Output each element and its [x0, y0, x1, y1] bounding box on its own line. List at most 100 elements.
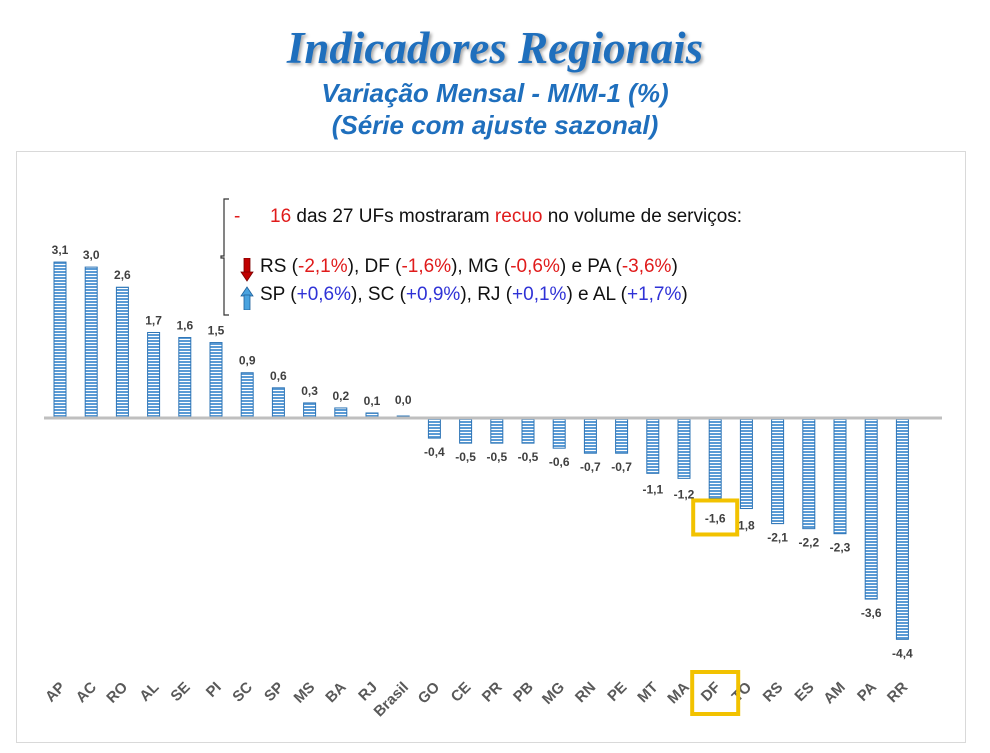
- value-label-df: -1,6: [705, 511, 726, 525]
- value-label-rn: -0,7: [580, 460, 601, 474]
- value-label-ms: 0,3: [301, 384, 318, 398]
- category-label-es: ES: [791, 679, 817, 705]
- bar-es: [802, 417, 816, 530]
- up-line-segment: +1,7%: [626, 284, 682, 305]
- up-line-segment: +0,6%: [296, 284, 352, 305]
- bar-sc: [240, 372, 254, 419]
- value-label-ro: 2,6: [114, 268, 131, 282]
- down-line: RS (-2,1%), DF (-1,6%), MG (-0,6%) e PA …: [240, 256, 678, 282]
- category-label-sp: SP: [261, 679, 287, 705]
- category-label-to: TO: [729, 679, 756, 706]
- value-label-mg: -0,6: [549, 455, 570, 469]
- down-line-segment: ), MG (: [451, 256, 511, 277]
- bar-ac: [84, 266, 98, 419]
- category-label-pa: PA: [854, 679, 880, 705]
- down-line-segment: RS (: [260, 256, 298, 277]
- bar-pa: [864, 417, 878, 600]
- category-label-pi: PI: [203, 679, 225, 701]
- category-label-go: GO: [415, 679, 444, 708]
- value-label-pa: -3,6: [861, 606, 882, 620]
- category-label-sc: SC: [229, 679, 256, 706]
- category-label-brasil: Brasil: [371, 679, 413, 721]
- value-label-sp: 0,6: [270, 369, 287, 383]
- up-line: SP (+0,6%), SC (+0,9%), RJ (+0,1%) e AL …: [240, 284, 688, 310]
- value-label-brasil: 0,0: [395, 393, 412, 407]
- page-title: Indicadores Regionais: [286, 23, 704, 73]
- bar-pe: [615, 417, 629, 454]
- value-label-ce: -0,5: [455, 450, 476, 464]
- highlight-category-box: [690, 670, 741, 716]
- count-value: 16: [270, 206, 292, 227]
- value-label-rj: 0,1: [364, 394, 381, 408]
- down-line-segment: -0,6%: [510, 256, 560, 277]
- bar-go: [427, 417, 441, 439]
- bar-pr: [490, 417, 504, 444]
- brace-icon: [220, 198, 229, 316]
- bar-se: [178, 337, 192, 419]
- category-label-df: DF: [698, 679, 724, 705]
- category-label-mt: MT: [634, 679, 661, 706]
- chart-subtitle: Variação Mensal - M/M-1 (%): [321, 78, 669, 108]
- category-label-se: SE: [167, 679, 193, 705]
- arrow-up-icon: [240, 286, 254, 310]
- category-label-ce: CE: [448, 679, 475, 706]
- bar-ap: [53, 261, 67, 419]
- bar-mt: [646, 417, 660, 474]
- value-label-ap: 3,1: [52, 243, 69, 257]
- bullet-dash: -: [234, 206, 241, 227]
- bar-pi: [209, 342, 223, 419]
- value-label-ac: 3,0: [83, 248, 100, 262]
- value-label-al: 1,7: [145, 313, 162, 327]
- value-label-es: -2,2: [798, 536, 819, 550]
- category-label-ac: AC: [73, 679, 100, 706]
- category-label-rn: RN: [572, 679, 599, 706]
- value-label-rr: -4,4: [892, 646, 913, 660]
- up-line-segment: SP (: [260, 284, 297, 305]
- bar-rs: [771, 417, 785, 525]
- up-line-segment: ), SC (: [351, 284, 406, 305]
- bar-pb: [521, 417, 535, 444]
- recuo-word: recuo: [494, 206, 543, 227]
- category-label-am: AM: [820, 679, 849, 708]
- bar-ce: [459, 417, 473, 444]
- down-line-segment: -3,6%: [621, 256, 672, 277]
- up-line-segment: ) e AL (: [566, 284, 627, 305]
- bar-df: [708, 417, 722, 499]
- up-line-segment: +0,1%: [512, 284, 567, 305]
- arrow-down-icon: [240, 258, 254, 282]
- down-line-segment: ): [671, 256, 678, 277]
- value-label-pi: 1,5: [208, 324, 225, 338]
- bar-rn: [583, 417, 597, 454]
- category-label-al: AL: [136, 679, 162, 705]
- category-label-rr: RR: [884, 679, 911, 706]
- category-label-ro: RO: [103, 679, 131, 707]
- category-label-ms: MS: [290, 679, 318, 707]
- down-line-segment: -1,6%: [401, 256, 452, 277]
- value-label-pe: -0,7: [611, 460, 632, 474]
- chart-note: (Série com ajuste sazonal): [331, 110, 659, 140]
- bar-am: [833, 417, 847, 535]
- value-label-pr: -0,5: [486, 450, 507, 464]
- bar-ma: [677, 417, 691, 479]
- category-label-ma: MA: [664, 679, 693, 708]
- value-label-rs: -2,1: [767, 531, 788, 545]
- bar-ro: [115, 286, 129, 419]
- bar-rr: [895, 417, 909, 640]
- category-label-mg: MG: [539, 679, 568, 708]
- category-label-ba: BA: [322, 679, 349, 706]
- headline-text-a: das 27 UFs mostraram: [291, 206, 495, 227]
- down-line-segment: ), DF (: [347, 256, 402, 277]
- up-line-segment: ): [681, 284, 688, 305]
- value-label-mt: -1,1: [642, 482, 663, 496]
- up-line-segment: +0,9%: [405, 284, 461, 305]
- value-label-ba: 0,2: [332, 389, 349, 403]
- category-label-pe: PE: [604, 679, 630, 705]
- annotation-box: - 16 das 27 UFs mostraram recuo no volume…: [220, 198, 820, 318]
- category-label-rs: RS: [760, 679, 787, 706]
- value-label-pb: -0,5: [518, 450, 539, 464]
- value-label-am: -2,3: [830, 541, 851, 555]
- highlight-value-box: [691, 498, 740, 537]
- bar-to: [739, 417, 753, 510]
- bar-sp: [271, 387, 285, 419]
